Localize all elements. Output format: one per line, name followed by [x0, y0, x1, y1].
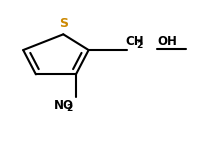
Text: OH: OH [158, 35, 178, 48]
Text: NO: NO [54, 99, 74, 112]
Text: S: S [59, 17, 68, 30]
Text: CH: CH [126, 35, 144, 48]
Text: 2: 2 [137, 41, 143, 50]
Text: 2: 2 [66, 104, 73, 113]
